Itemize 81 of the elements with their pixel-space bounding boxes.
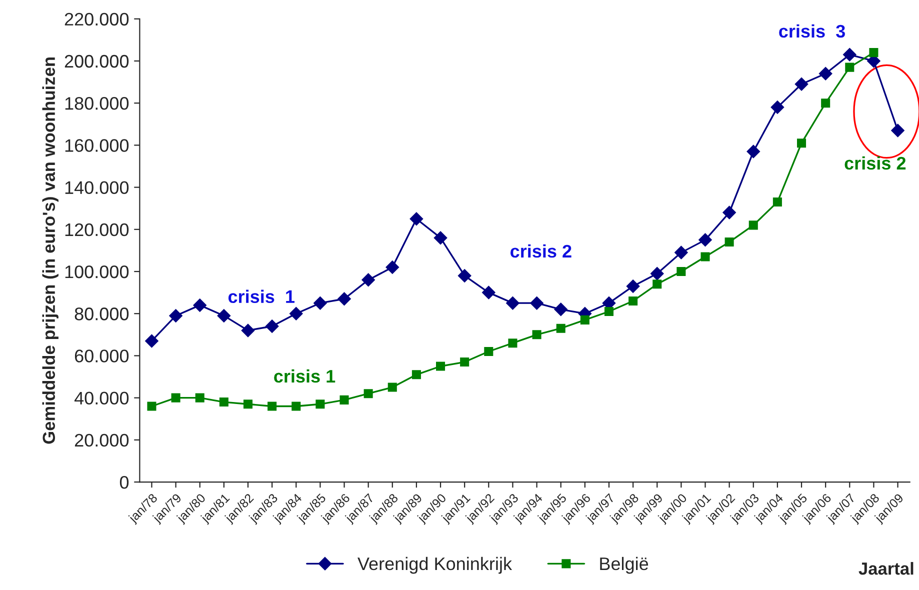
annotation: crisis 2 bbox=[844, 156, 906, 170]
point bbox=[147, 402, 156, 411]
point bbox=[748, 220, 758, 230]
point bbox=[700, 252, 710, 262]
point bbox=[362, 273, 375, 287]
legend-label: Verenigd Koninkrijk bbox=[358, 556, 512, 574]
point bbox=[193, 298, 206, 312]
point bbox=[436, 362, 446, 371]
point bbox=[243, 400, 252, 409]
point bbox=[772, 198, 782, 207]
point bbox=[652, 280, 662, 289]
y-tick-label: 40.000 bbox=[74, 392, 129, 405]
point bbox=[556, 324, 566, 333]
y-tick-label: 220.000 bbox=[64, 12, 129, 26]
y-tick-label: 160.000 bbox=[65, 139, 129, 152]
point bbox=[532, 330, 542, 340]
point bbox=[484, 346, 494, 356]
legend-label: België bbox=[600, 556, 648, 574]
point bbox=[843, 48, 856, 62]
point bbox=[770, 100, 784, 114]
point bbox=[388, 382, 397, 392]
point bbox=[338, 292, 351, 306]
point bbox=[219, 398, 228, 407]
point bbox=[364, 389, 373, 398]
point bbox=[628, 296, 638, 306]
point bbox=[869, 48, 878, 58]
point bbox=[650, 267, 664, 280]
point bbox=[554, 302, 568, 316]
point bbox=[460, 358, 470, 367]
point bbox=[796, 138, 806, 148]
point bbox=[434, 231, 448, 244]
point bbox=[145, 334, 158, 348]
point bbox=[195, 393, 204, 402]
x-axis-title: Jaartal bbox=[858, 562, 914, 575]
annotation: crisis 1 bbox=[228, 290, 294, 304]
point bbox=[292, 402, 301, 411]
y-tick-label: 120.000 bbox=[65, 223, 129, 236]
annotation: crisis 3 bbox=[779, 24, 845, 38]
point bbox=[314, 296, 327, 310]
point bbox=[265, 320, 279, 333]
point bbox=[724, 238, 734, 247]
annotation: crisis 2 bbox=[510, 244, 572, 258]
point bbox=[794, 78, 808, 91]
point bbox=[340, 395, 349, 404]
point bbox=[171, 393, 180, 402]
point bbox=[290, 307, 303, 320]
point bbox=[626, 280, 640, 293]
point bbox=[482, 286, 496, 300]
point bbox=[217, 309, 231, 322]
y-axis-title: Gemiddelde prijzen (in euro's) van woonhuizen bbox=[42, 57, 58, 444]
point bbox=[506, 296, 520, 310]
point bbox=[818, 67, 832, 80]
point bbox=[674, 246, 688, 260]
y-tick-label: 140.000 bbox=[65, 181, 129, 194]
point bbox=[386, 260, 399, 274]
point bbox=[821, 98, 830, 108]
point bbox=[845, 62, 854, 72]
point bbox=[580, 315, 590, 324]
point bbox=[410, 212, 424, 226]
point bbox=[458, 269, 472, 282]
point bbox=[169, 309, 182, 322]
point bbox=[746, 144, 760, 158]
y-tick-label: 60.000 bbox=[74, 350, 129, 362]
annotation: crisis 1 bbox=[274, 369, 336, 383]
point bbox=[241, 324, 255, 338]
point bbox=[530, 296, 544, 310]
point bbox=[722, 206, 736, 220]
point bbox=[891, 124, 904, 138]
y-tick-label: 200.000 bbox=[64, 54, 129, 68]
y-tick-label: 80.000 bbox=[74, 308, 129, 320]
point bbox=[508, 338, 518, 348]
point bbox=[604, 306, 614, 316]
point bbox=[412, 370, 421, 380]
y-tick-label: 180.000 bbox=[65, 97, 129, 110]
point bbox=[268, 402, 277, 411]
y-tick-label: 100.000 bbox=[65, 265, 129, 278]
y-tick-label: 20.000 bbox=[74, 434, 129, 447]
y-tick-label: 0 bbox=[120, 476, 129, 489]
point bbox=[676, 266, 686, 276]
point bbox=[316, 400, 325, 409]
point bbox=[698, 233, 712, 247]
